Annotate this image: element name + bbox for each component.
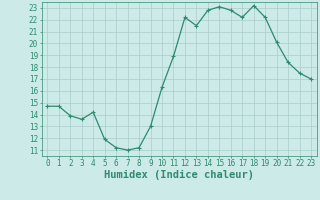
X-axis label: Humidex (Indice chaleur): Humidex (Indice chaleur) bbox=[104, 170, 254, 180]
